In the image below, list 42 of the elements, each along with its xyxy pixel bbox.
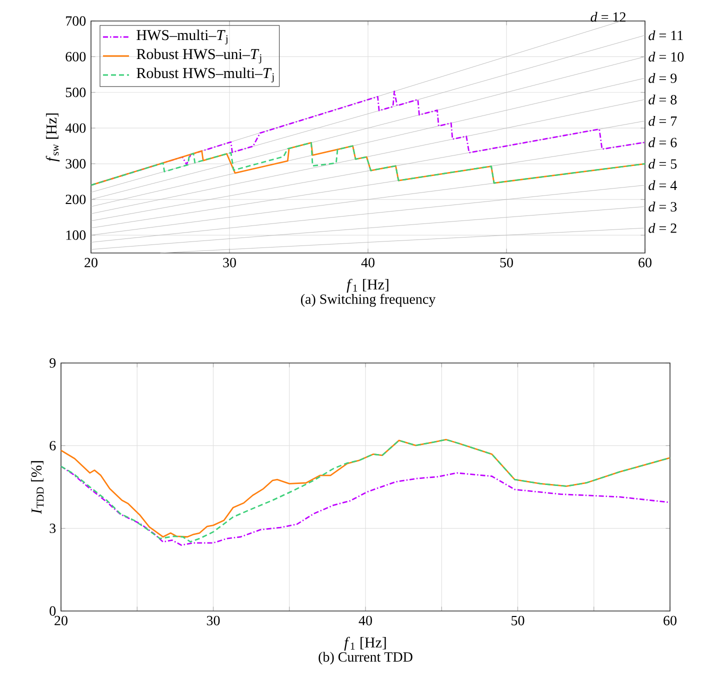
series-label: d = 3: [648, 202, 677, 212]
y-tick-label: 700: [66, 16, 86, 26]
x-tick-label: 20: [84, 258, 98, 268]
x-axis-title: f$_{1}$ [Hz]: [346, 278, 388, 293]
x-tick-label: 20: [54, 616, 68, 626]
legend-label: HWS–multi–T$_{j}$: [136, 30, 228, 44]
y-axis-title: I$_{TDD}$ [%]: [31, 461, 44, 514]
series-label: d = 7: [648, 116, 677, 126]
x-tick-label: 60: [638, 258, 652, 268]
x-tick-label: 60: [664, 616, 676, 626]
y-tick-label: 0: [50, 606, 56, 616]
line-series: [60, 466, 671, 546]
x-tick-label: 50: [512, 616, 524, 626]
series-label: d = 5: [648, 158, 677, 169]
legend-label: Robust HWS–multi–T$_{j}$: [136, 68, 274, 82]
y-tick-label: 300: [66, 159, 86, 168]
series-label: d = 2: [648, 223, 676, 233]
text: (b) Current TDD: [318, 652, 412, 665]
series-label: d = 4: [648, 180, 677, 190]
y-tick-label: 9: [50, 358, 56, 368]
series-label: d = 10: [648, 52, 684, 62]
x-axis-title: f$_{1}$ [Hz]: [344, 636, 386, 651]
y-tick-label: 3: [50, 524, 56, 534]
y-tick-label: 400: [65, 123, 86, 133]
text: (a) Switching frequency: [300, 294, 436, 307]
x-tick-label: 30: [206, 616, 220, 626]
x-tick-label: 50: [500, 258, 513, 268]
series-label: d = 11: [648, 30, 683, 40]
y-tick-label: 600: [66, 52, 86, 62]
y-tick-label: 500: [66, 88, 86, 98]
y-tick-label: 100: [66, 230, 86, 240]
x-tick-label: 40: [358, 616, 372, 626]
y-axis-title: f$_{sw}$ [Hz]: [46, 113, 60, 162]
legend-label: Robust HWS–uni–T$_{j}$: [136, 48, 262, 64]
series-label: d = 6: [648, 137, 677, 148]
x-tick-label: 40: [361, 258, 374, 268]
y-tick-label: 6: [50, 440, 56, 450]
series-label: d = 9: [648, 73, 677, 84]
series-label: d = 8: [648, 94, 677, 104]
series-label: d = 12: [590, 12, 626, 22]
x-tick-label: 30: [223, 258, 236, 268]
y-tick-label: 200: [66, 194, 86, 204]
